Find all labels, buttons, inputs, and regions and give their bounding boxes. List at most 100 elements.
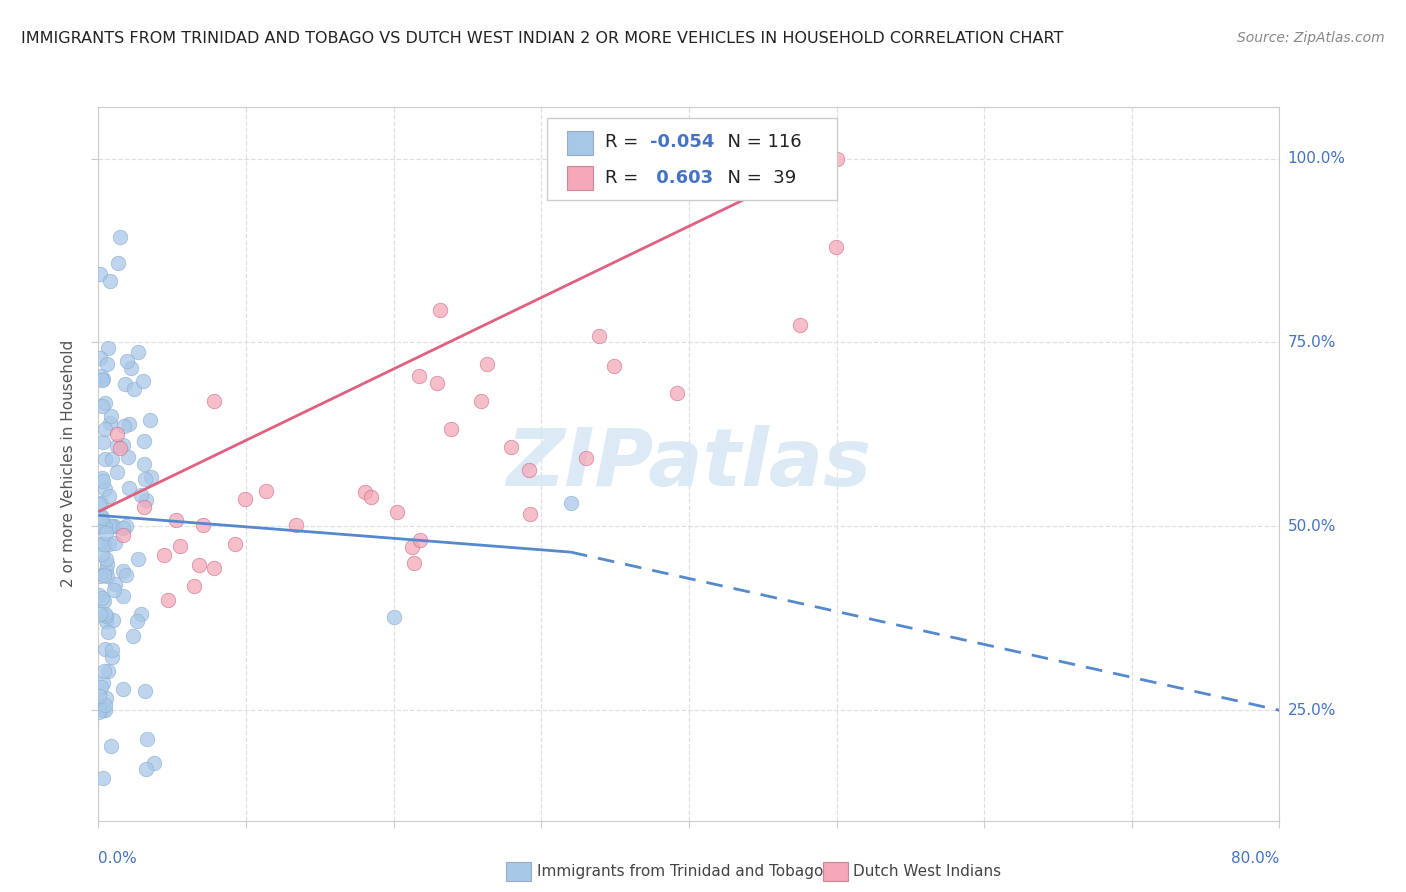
Point <box>120 360 142 375</box>
Text: Source: ZipAtlas.com: Source: ZipAtlas.com <box>1237 31 1385 45</box>
Point <box>108 229 131 244</box>
Text: -0.054: -0.054 <box>650 133 714 152</box>
Point <box>499 440 522 454</box>
Point <box>285 518 308 533</box>
Point <box>404 556 426 570</box>
Point <box>426 376 449 390</box>
Point <box>91 676 114 690</box>
Point <box>97 341 120 355</box>
Point <box>89 690 111 704</box>
Point <box>824 240 846 254</box>
Point <box>139 412 162 426</box>
Point <box>666 386 689 401</box>
Point <box>134 683 156 698</box>
Point <box>101 643 124 657</box>
Point <box>139 469 162 483</box>
Point <box>91 511 114 525</box>
Text: N =  39: N = 39 <box>716 169 796 186</box>
Text: R =: R = <box>605 169 644 186</box>
Point <box>97 624 120 639</box>
Point <box>588 329 610 343</box>
Point <box>98 417 121 431</box>
Point <box>93 567 115 582</box>
Point <box>89 569 111 583</box>
Point <box>408 369 430 384</box>
Point <box>519 463 541 477</box>
Point <box>89 519 111 533</box>
Point <box>89 702 111 716</box>
Point <box>135 762 157 776</box>
Text: IMMIGRANTS FROM TRINIDAD AND TOBAGO VS DUTCH WEST INDIAN 2 OR MORE VEHICLES IN H: IMMIGRANTS FROM TRINIDAD AND TOBAGO VS D… <box>21 31 1063 46</box>
Point <box>107 439 129 453</box>
Point <box>96 557 118 571</box>
Text: 100.0%: 100.0% <box>1288 151 1346 166</box>
Point <box>104 577 127 591</box>
FancyBboxPatch shape <box>547 118 837 200</box>
Point <box>111 521 134 535</box>
Point <box>114 376 136 391</box>
Point <box>409 533 432 547</box>
Point <box>91 399 114 413</box>
Point <box>89 351 111 366</box>
Point <box>789 318 811 332</box>
Point <box>94 422 117 436</box>
Point <box>101 614 124 628</box>
Point <box>94 525 117 540</box>
Point <box>91 373 114 387</box>
Point <box>385 505 408 519</box>
Point <box>127 552 149 566</box>
Point <box>111 528 134 542</box>
Point <box>90 471 112 485</box>
Point <box>100 451 122 466</box>
Y-axis label: 2 or more Vehicles in Household: 2 or more Vehicles in Household <box>60 340 76 588</box>
Point <box>382 609 405 624</box>
Point <box>114 567 136 582</box>
Point <box>91 591 114 606</box>
Point <box>132 374 155 388</box>
Point <box>100 739 122 753</box>
Point <box>353 485 375 500</box>
Point <box>135 493 157 508</box>
Point <box>91 371 114 385</box>
Text: 50.0%: 50.0% <box>1288 519 1336 534</box>
Point <box>603 359 626 374</box>
Point <box>93 642 115 657</box>
Point <box>134 472 156 486</box>
Point <box>470 393 492 408</box>
Text: 80.0%: 80.0% <box>1232 851 1279 866</box>
Point <box>93 537 115 551</box>
Point <box>157 593 180 607</box>
Point <box>93 519 115 533</box>
FancyBboxPatch shape <box>567 166 593 190</box>
Point <box>825 152 848 166</box>
Point <box>112 419 135 434</box>
Point <box>131 488 153 502</box>
Point <box>519 507 541 521</box>
Point <box>93 519 115 533</box>
Point <box>90 519 112 533</box>
Point <box>193 517 215 532</box>
Point <box>560 495 582 509</box>
Point <box>105 426 128 441</box>
Point <box>89 705 111 719</box>
Text: Immigrants from Trinidad and Tobago: Immigrants from Trinidad and Tobago <box>537 864 824 879</box>
Point <box>129 607 152 621</box>
Point <box>188 558 211 572</box>
Point <box>105 465 128 479</box>
Point <box>112 681 135 696</box>
Point <box>254 483 277 498</box>
Point <box>112 564 135 578</box>
Text: Dutch West Indians: Dutch West Indians <box>853 864 1001 879</box>
Point <box>93 519 115 533</box>
Point <box>360 490 382 504</box>
Point <box>90 680 112 694</box>
Point <box>134 457 156 471</box>
Point <box>89 588 111 602</box>
Point <box>575 451 598 466</box>
Point <box>142 756 165 770</box>
Point <box>122 382 145 396</box>
Point <box>153 548 176 562</box>
Point <box>100 409 122 423</box>
Point <box>98 489 121 503</box>
Point <box>90 369 112 384</box>
